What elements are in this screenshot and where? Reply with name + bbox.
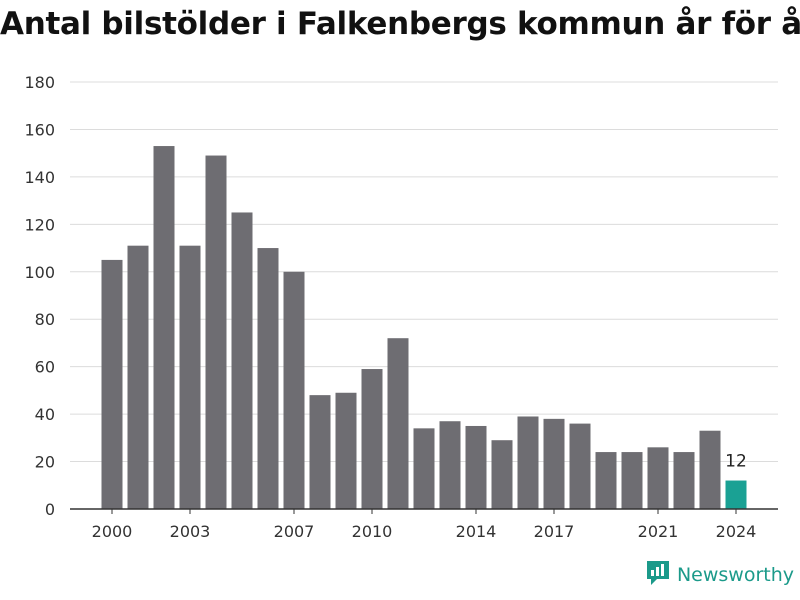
bar-2014 (465, 425, 487, 509)
x-tick-label: 2003 (170, 522, 211, 541)
bar-2016 (517, 416, 539, 509)
bar-2022 (673, 452, 695, 509)
bar-2023 (699, 430, 721, 509)
y-tick-label: 140 (24, 168, 55, 187)
y-axis-ticks: 0 20 40 60 80 100 120 140 160 180 (24, 73, 55, 519)
y-tick-label: 180 (24, 73, 55, 92)
x-tick-label: 2000 (92, 522, 133, 541)
x-axis-ticks: 2000 2003 2007 2010 2014 2017 2021 2024 (92, 509, 757, 541)
gridlines (70, 81, 778, 463)
bars (101, 146, 747, 510)
x-tick-label: 2010 (352, 522, 393, 541)
bar-2018 (569, 423, 591, 509)
y-tick-label: 160 (24, 120, 55, 139)
bar-2000 (101, 259, 123, 509)
bar-2019 (595, 452, 617, 509)
bar-2006 (257, 248, 279, 510)
data-label-2024: 12 (725, 452, 747, 472)
x-tick-label: 2017 (534, 522, 575, 541)
newsworthy-logo-icon (645, 559, 671, 592)
y-tick-label: 20 (35, 453, 55, 472)
bar-2015 (491, 440, 513, 509)
bar-2002 (153, 146, 175, 510)
bar-2010 (361, 369, 383, 509)
y-tick-label: 120 (24, 215, 55, 234)
x-tick-label: 2024 (716, 522, 757, 541)
bar-2021 (647, 447, 669, 509)
brand-logo: Newsworthy (645, 560, 794, 590)
bar-2005 (231, 212, 253, 509)
bar-2004 (205, 155, 227, 510)
bar-2008 (309, 395, 331, 509)
y-tick-label: 60 (35, 358, 55, 377)
chart-title: Antal bilstölder i Falkenbergs kommun år… (0, 6, 800, 42)
bar-2020 (621, 452, 643, 509)
bar-2007 (283, 271, 305, 509)
y-tick-label: 100 (24, 263, 55, 282)
data-labels: 12 (725, 452, 747, 472)
y-tick-label: 40 (35, 405, 55, 424)
bar-2024 (725, 480, 747, 509)
x-tick-label: 2021 (638, 522, 679, 541)
bar-2013 (439, 421, 461, 509)
bar-2001 (127, 245, 149, 509)
brand-name: Newsworthy (676, 564, 794, 586)
bar-2009 (335, 392, 357, 509)
bar-2011 (387, 338, 409, 509)
bar-2017 (543, 418, 565, 509)
y-tick-label: 0 (45, 500, 55, 519)
x-tick-label: 2007 (274, 522, 315, 541)
x-tick-label: 2014 (456, 522, 497, 541)
bar-2012 (413, 428, 435, 509)
bar-2003 (179, 245, 201, 509)
y-tick-label: 80 (35, 310, 55, 329)
